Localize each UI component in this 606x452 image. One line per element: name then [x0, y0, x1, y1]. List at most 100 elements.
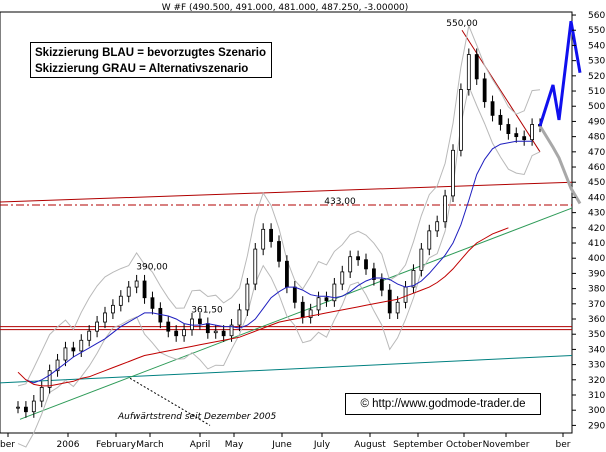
candle-body [261, 228, 266, 250]
price-annotation: 390,00 [136, 262, 168, 272]
y-tick-label: 480 [588, 133, 605, 143]
candle-body [514, 133, 519, 138]
y-tick-label: 530 [588, 57, 605, 67]
candle-body [221, 330, 226, 337]
candle-body [31, 400, 36, 413]
lower-channel-line [0, 354, 573, 384]
candle-body [47, 370, 52, 388]
copyright-box[interactable]: © http://www.godmode-trader.de [345, 393, 541, 415]
candle-body [111, 304, 115, 314]
y-tick-label: 290 [588, 421, 605, 431]
candle-body [39, 387, 44, 402]
candle-body [158, 307, 163, 323]
candle-body [103, 312, 107, 323]
legend-box: Skizzierung BLAU = bevorzugtes Szenario … [30, 42, 272, 78]
x-tick-label: February [96, 440, 137, 450]
candle-body [332, 283, 337, 302]
candle-body [245, 283, 250, 311]
candle-body [427, 230, 432, 250]
candle-body [63, 347, 68, 361]
x-tick-label: September [393, 440, 443, 450]
legend-line-blue: Skizzierung BLAU = bevorzugtes Szenario [35, 47, 267, 59]
candle-body [292, 286, 297, 303]
x-tick-label: October [446, 440, 482, 450]
candle-body [364, 259, 368, 270]
y-tick-label: 550 [588, 26, 605, 36]
candle-body [498, 114, 503, 125]
candle-body [182, 329, 186, 337]
downtrend-line [461, 29, 541, 153]
candle-body [126, 286, 131, 297]
plot-area [0, 11, 582, 448]
candle-body [118, 295, 123, 306]
y-tick-label: 400 [588, 254, 605, 264]
candle-body [166, 321, 171, 332]
candle-body [348, 256, 353, 273]
candle-body [356, 256, 360, 261]
candle-body [253, 248, 258, 285]
y-tick-label: 520 [588, 72, 605, 82]
x-tick-label: March [136, 440, 163, 450]
candle-body [198, 318, 202, 324]
scenario-blue [538, 20, 582, 127]
y-tick-label: 310 [588, 391, 605, 401]
y-tick-label: 430 [588, 209, 605, 219]
y-tick-label: 370 [588, 300, 605, 310]
y-tick-label: 330 [588, 361, 605, 371]
candle-body [474, 54, 479, 80]
candle-body [142, 280, 147, 299]
y-tick-label: 410 [588, 239, 605, 249]
candle-body [308, 309, 313, 318]
candle-body [213, 330, 218, 334]
moving-average-red [17, 227, 509, 387]
candle-body [340, 271, 345, 285]
y-tick-label: 440 [588, 193, 605, 203]
x-tick-label: November [483, 440, 530, 450]
candle-body [300, 301, 305, 318]
candle-body [530, 124, 534, 141]
x-tick-label: ber [556, 440, 571, 450]
band-upper [17, 24, 541, 387]
candle-body [87, 330, 92, 341]
candle-body [482, 78, 487, 103]
upper-channel-line [0, 181, 573, 203]
y-tick-label: 300 [588, 406, 605, 416]
y-tick-label: 360 [588, 315, 605, 325]
y-tick-label: 390 [588, 269, 605, 279]
candle-body [190, 318, 194, 331]
annotations: 550,00 433,00 390,00 361,50 Aufwärtstrend se… [117, 19, 478, 422]
candle-body [134, 280, 139, 288]
x-tick-label: May [225, 440, 244, 450]
candle-body [419, 248, 424, 271]
uptrend-line [19, 207, 573, 420]
y-axis: 290 300 310 320 330 340 350 360 370 380 390 400 410 4… [572, 11, 605, 431]
y-tick-label: 500 [588, 102, 605, 112]
scenario-grey [538, 125, 582, 205]
candle-body [16, 406, 20, 409]
candle-body [435, 221, 440, 232]
y-tick-label: 560 [588, 11, 605, 21]
candle-body [443, 195, 447, 223]
trend-pointer [129, 377, 211, 426]
y-tick-label: 510 [588, 87, 605, 97]
y-tick-label: 350 [588, 330, 605, 340]
candle-body [403, 286, 408, 303]
y-tick-label: 540 [588, 41, 605, 51]
x-axis: ber 2006 February March April May June July Augu… [0, 433, 571, 450]
candle-body [411, 269, 416, 288]
x-tick-label: April [190, 440, 211, 450]
candle-body [150, 297, 155, 309]
candle-body [269, 228, 273, 242]
y-tick-label: 470 [588, 148, 605, 158]
candle-body [372, 268, 376, 280]
candle-body [451, 149, 455, 197]
candle-body [379, 279, 384, 291]
y-tick-label: 340 [588, 345, 605, 355]
candle-body [466, 54, 471, 90]
candle-body [55, 359, 60, 372]
moving-average-blue [25, 140, 533, 384]
candle-body [324, 297, 329, 302]
candle-body [71, 347, 76, 352]
candle-body [79, 339, 84, 352]
